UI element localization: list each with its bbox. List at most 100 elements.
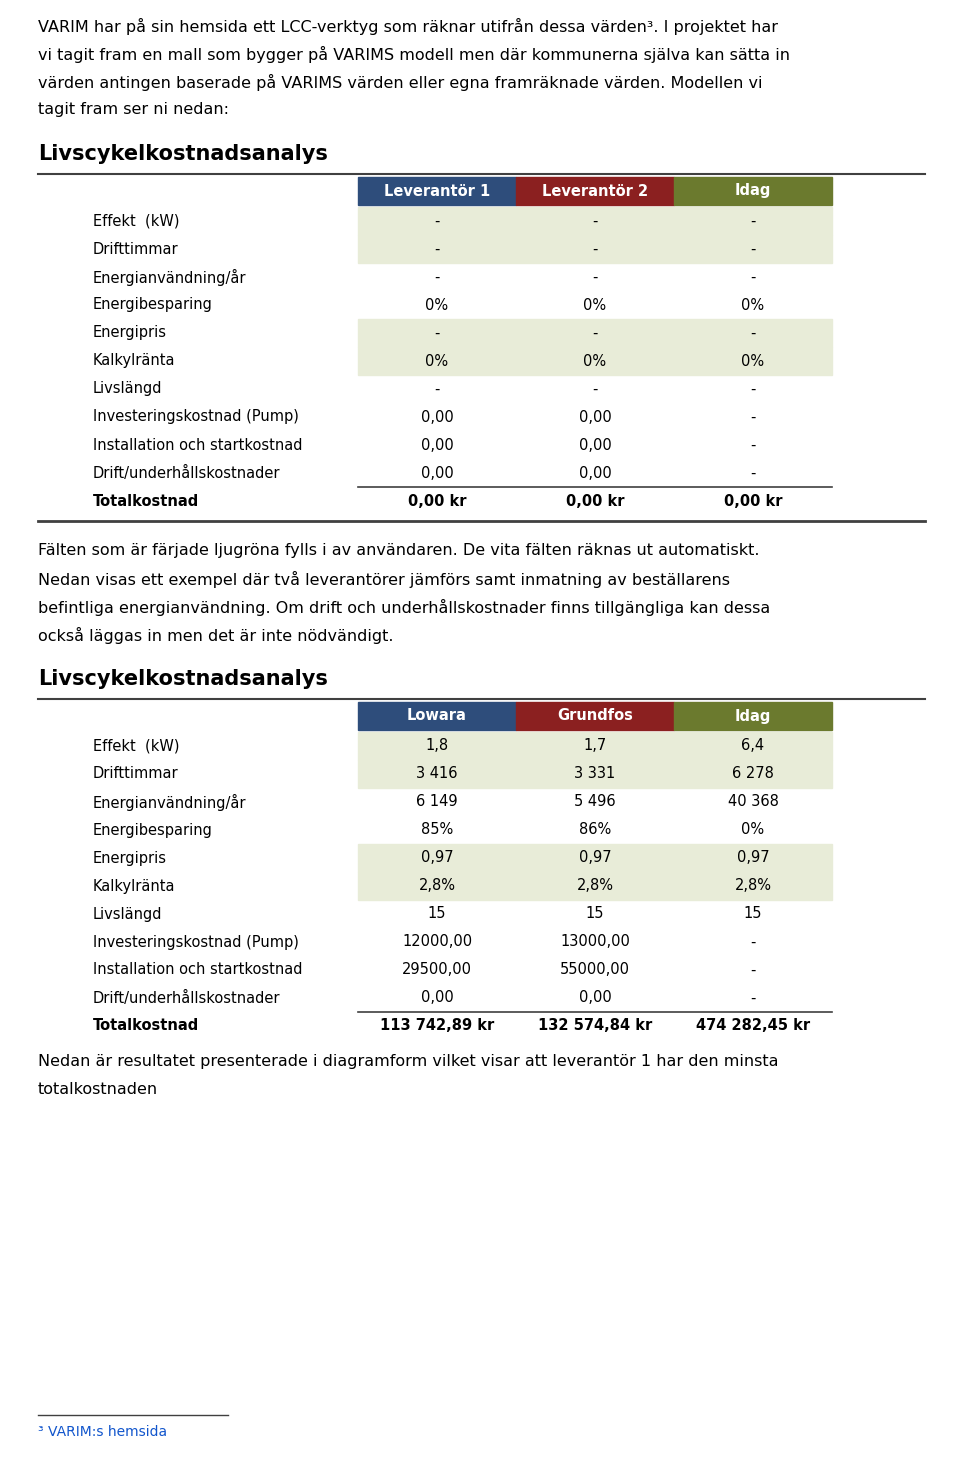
Text: 29500,00: 29500,00 bbox=[402, 963, 472, 977]
Text: Livscykelkostnadsanalys: Livscykelkostnadsanalys bbox=[38, 144, 328, 163]
Text: Fälten som är färjade ljugröna fylls i av användaren. De vita fälten räknas ut a: Fälten som är färjade ljugröna fylls i a… bbox=[38, 543, 759, 558]
Text: -: - bbox=[592, 213, 598, 228]
Text: 474 282,45 kr: 474 282,45 kr bbox=[696, 1019, 810, 1033]
Text: 85%: 85% bbox=[420, 823, 453, 838]
Text: Energibesparing: Energibesparing bbox=[93, 823, 213, 838]
Text: Leverantör 2: Leverantör 2 bbox=[542, 184, 648, 199]
Text: 113 742,89 kr: 113 742,89 kr bbox=[380, 1019, 494, 1033]
Text: 2,8%: 2,8% bbox=[419, 879, 455, 894]
Text: -: - bbox=[592, 269, 598, 284]
Text: värden antingen baserade på VARIMS värden eller egna framräknade värden. Modelle: värden antingen baserade på VARIMS värde… bbox=[38, 74, 762, 91]
Text: 0,00: 0,00 bbox=[420, 409, 453, 424]
Text: -: - bbox=[434, 269, 440, 284]
Text: 0,97: 0,97 bbox=[736, 851, 769, 866]
Text: 0,00: 0,00 bbox=[420, 991, 453, 1005]
Text: 0,00: 0,00 bbox=[579, 991, 612, 1005]
Bar bbox=[358, 319, 832, 347]
Text: Energipris: Energipris bbox=[93, 851, 167, 866]
Bar bbox=[358, 843, 832, 871]
Text: 15: 15 bbox=[744, 907, 762, 921]
Text: -: - bbox=[434, 213, 440, 228]
Text: 40 368: 40 368 bbox=[728, 795, 779, 810]
Text: -: - bbox=[751, 241, 756, 256]
Text: 0,00: 0,00 bbox=[420, 437, 453, 452]
Text: 1,7: 1,7 bbox=[584, 739, 607, 754]
Text: 15: 15 bbox=[586, 907, 604, 921]
Text: 0,00 kr: 0,00 kr bbox=[408, 493, 467, 508]
Text: 12000,00: 12000,00 bbox=[402, 935, 472, 949]
Text: 0,00: 0,00 bbox=[579, 437, 612, 452]
Bar bbox=[358, 871, 832, 899]
Text: 86%: 86% bbox=[579, 823, 612, 838]
Text: Investeringskostnad (Pump): Investeringskostnad (Pump) bbox=[93, 409, 299, 424]
Text: 15: 15 bbox=[428, 907, 446, 921]
Text: 2,8%: 2,8% bbox=[734, 879, 772, 894]
Text: vi tagit fram en mall som bygger på VARIMS modell men där kommunerna själva kan : vi tagit fram en mall som bygger på VARI… bbox=[38, 46, 790, 63]
Text: 5 496: 5 496 bbox=[574, 795, 615, 810]
Text: 0%: 0% bbox=[741, 297, 764, 312]
Text: 0%: 0% bbox=[425, 353, 448, 368]
Text: 2,8%: 2,8% bbox=[577, 879, 613, 894]
Text: -: - bbox=[751, 963, 756, 977]
Text: befintliga energianvändning. Om drift och underhållskostnader finns tillgängliga: befintliga energianvändning. Om drift oc… bbox=[38, 599, 770, 615]
Text: Kalkylränta: Kalkylränta bbox=[93, 353, 176, 368]
Text: Livslängd: Livslängd bbox=[93, 907, 162, 921]
Text: 0%: 0% bbox=[741, 353, 764, 368]
Text: 0,00 kr: 0,00 kr bbox=[724, 493, 782, 508]
Text: Drifttimmar: Drifttimmar bbox=[93, 241, 179, 256]
Text: Idag: Idag bbox=[734, 184, 771, 199]
Text: 0,00: 0,00 bbox=[579, 409, 612, 424]
Text: Livscykelkostnadsanalys: Livscykelkostnadsanalys bbox=[38, 668, 328, 689]
Text: 1,8: 1,8 bbox=[425, 739, 448, 754]
Text: -: - bbox=[751, 935, 756, 949]
Text: Totalkostnad: Totalkostnad bbox=[93, 1019, 200, 1033]
Text: -: - bbox=[592, 241, 598, 256]
Bar bbox=[358, 208, 832, 236]
Text: Energianvändning/år: Energianvändning/år bbox=[93, 793, 247, 811]
Text: också läggas in men det är inte nödvändigt.: också läggas in men det är inte nödvändi… bbox=[38, 627, 394, 645]
Text: 0,00: 0,00 bbox=[420, 465, 453, 480]
Text: 3 331: 3 331 bbox=[574, 767, 615, 782]
Text: Energipris: Energipris bbox=[93, 325, 167, 340]
Text: -: - bbox=[751, 465, 756, 480]
Text: 6 149: 6 149 bbox=[417, 795, 458, 810]
Bar bbox=[516, 702, 674, 730]
Text: -: - bbox=[751, 381, 756, 396]
Text: 55000,00: 55000,00 bbox=[560, 963, 630, 977]
Text: Lowara: Lowara bbox=[407, 708, 467, 724]
Text: Effekt  (kW): Effekt (kW) bbox=[93, 213, 180, 228]
Text: -: - bbox=[751, 991, 756, 1005]
Text: 3 416: 3 416 bbox=[417, 767, 458, 782]
Bar bbox=[674, 702, 832, 730]
Text: Drifttimmar: Drifttimmar bbox=[93, 767, 179, 782]
Text: Investeringskostnad (Pump): Investeringskostnad (Pump) bbox=[93, 935, 299, 949]
Bar bbox=[358, 177, 516, 205]
Text: Effekt  (kW): Effekt (kW) bbox=[93, 739, 180, 754]
Text: tagit fram ser ni nedan:: tagit fram ser ni nedan: bbox=[38, 102, 229, 116]
Text: Grundfos: Grundfos bbox=[557, 708, 633, 724]
Text: 0%: 0% bbox=[425, 297, 448, 312]
Text: 0,00 kr: 0,00 kr bbox=[565, 493, 624, 508]
Bar bbox=[358, 760, 832, 788]
Text: Totalkostnad: Totalkostnad bbox=[93, 493, 200, 508]
Text: -: - bbox=[751, 437, 756, 452]
Bar bbox=[358, 702, 516, 730]
Text: Energibesparing: Energibesparing bbox=[93, 297, 213, 312]
Text: 0%: 0% bbox=[584, 297, 607, 312]
Bar bbox=[358, 347, 832, 375]
Text: ³ VARIM:s hemsida: ³ VARIM:s hemsida bbox=[38, 1425, 167, 1440]
Text: 0,97: 0,97 bbox=[579, 851, 612, 866]
Text: Livslängd: Livslängd bbox=[93, 381, 162, 396]
Text: Leverantör 1: Leverantör 1 bbox=[384, 184, 491, 199]
Text: Installation och startkostnad: Installation och startkostnad bbox=[93, 437, 302, 452]
Text: Drift/underhållskostnader: Drift/underhållskostnader bbox=[93, 465, 280, 480]
Text: Kalkylränta: Kalkylränta bbox=[93, 879, 176, 894]
Text: 0,97: 0,97 bbox=[420, 851, 453, 866]
Text: -: - bbox=[751, 325, 756, 340]
Text: VARIM har på sin hemsida ett LCC-verktyg som räknar utifrån dessa värden³. I pro: VARIM har på sin hemsida ett LCC-verktyg… bbox=[38, 18, 778, 35]
Text: Installation och startkostnad: Installation och startkostnad bbox=[93, 963, 302, 977]
Text: Drift/underhållskostnader: Drift/underhållskostnader bbox=[93, 991, 280, 1005]
Text: totalkostnaden: totalkostnaden bbox=[38, 1082, 158, 1097]
Text: -: - bbox=[434, 241, 440, 256]
Text: 13000,00: 13000,00 bbox=[560, 935, 630, 949]
